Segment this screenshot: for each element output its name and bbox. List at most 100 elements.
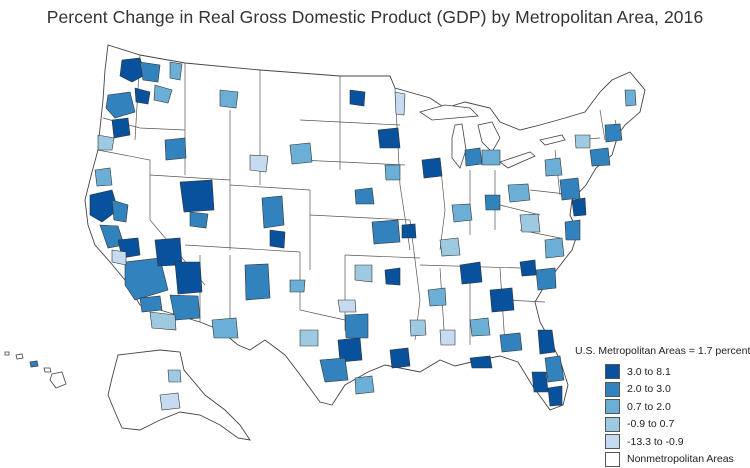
metro-area — [289, 279, 306, 293]
legend-items: 3.0 to 8.1 2.0 to 3.0 0.7 to 2.0 -0.9 to… — [575, 363, 750, 468]
metro-area — [439, 329, 456, 346]
metro-area — [97, 134, 115, 151]
metro-area — [489, 287, 515, 313]
metro-area — [394, 91, 406, 116]
legend-item: 3.0 to 8.1 — [575, 363, 750, 381]
metro-area — [319, 357, 349, 383]
metro-area — [401, 223, 417, 239]
metro-area — [344, 313, 369, 339]
legend-label: 2.0 to 3.0 — [627, 383, 671, 396]
metro-area — [409, 319, 427, 337]
metro-area — [94, 167, 113, 187]
metro-area — [105, 91, 136, 119]
metro-area — [589, 147, 611, 167]
metro-area — [384, 164, 401, 181]
metro-area — [139, 295, 163, 313]
legend-item: 0.7 to 2.0 — [575, 398, 750, 416]
legend-label: 3.0 to 8.1 — [627, 365, 671, 378]
metro-area — [547, 385, 563, 407]
metro-area — [519, 259, 537, 277]
metro-area-alaska — [159, 392, 181, 411]
metro-area — [289, 142, 313, 165]
lake-michigan — [451, 123, 467, 169]
metro-area — [537, 329, 556, 355]
metro-area — [139, 61, 161, 83]
legend-item: Nonmetropolitan Areas — [575, 451, 750, 468]
lake-huron — [477, 121, 501, 153]
metro-area — [354, 375, 375, 395]
great-lakes — [419, 104, 566, 169]
metro-area — [249, 154, 269, 173]
legend-label: -0.9 to 0.7 — [627, 418, 675, 431]
metro-area — [164, 137, 187, 161]
legend-swatch — [605, 381, 620, 397]
metro-area — [169, 61, 183, 81]
metro-area — [571, 197, 587, 217]
metro-area — [269, 229, 286, 249]
metro-area — [427, 287, 447, 307]
map-title: Percent Change in Real Gross Domestic Pr… — [46, 7, 704, 27]
metro-area — [244, 263, 271, 301]
legend-item: -0.9 to 0.7 — [575, 416, 750, 434]
metro-area — [337, 337, 363, 363]
metro-area — [371, 219, 401, 245]
metro-area — [377, 127, 401, 149]
metro-area — [481, 149, 501, 166]
metro-area — [469, 355, 493, 369]
metro-area — [354, 187, 375, 205]
metro-area — [219, 89, 239, 109]
metro-area — [559, 177, 581, 201]
legend-item: 2.0 to 3.0 — [575, 381, 750, 399]
metro-areas — [89, 57, 637, 407]
legend: U.S. Metropolitan Areas = 1.7 percent 3.… — [575, 345, 750, 468]
metro-area — [439, 237, 461, 257]
metro-area — [354, 264, 373, 283]
metro-area — [179, 179, 215, 213]
metro-area — [544, 237, 565, 259]
metro-area — [111, 249, 127, 266]
metro-area — [564, 219, 581, 241]
metro-area — [451, 203, 473, 223]
metro-area — [119, 57, 146, 83]
lake-ontario — [539, 134, 566, 146]
metro-area — [261, 195, 285, 229]
metro-area-alaska — [167, 369, 182, 383]
metro-area — [337, 299, 357, 313]
legend-swatch — [605, 451, 620, 467]
lake-erie — [499, 151, 536, 169]
legend-swatch — [605, 434, 620, 450]
metro-area — [384, 267, 401, 286]
metro-area — [89, 189, 119, 223]
metro-area — [153, 84, 173, 104]
legend-title: U.S. Metropolitan Areas = 1.7 percent — [575, 345, 750, 357]
state-borders — [97, 54, 621, 346]
metro-area — [299, 329, 319, 347]
hawaii — [4, 351, 67, 389]
metro-area — [169, 294, 201, 321]
metro-area — [211, 317, 239, 339]
legend-label: 0.7 to 2.0 — [627, 400, 671, 413]
metro-area — [149, 311, 177, 331]
metro-area — [389, 347, 411, 369]
alaska-outline — [107, 349, 251, 441]
legend-item: -13.3 to -0.9 — [575, 433, 750, 451]
metro-area — [484, 194, 501, 211]
metro-area — [574, 134, 591, 149]
legend-swatch — [605, 364, 620, 380]
metro-area — [124, 257, 169, 301]
lake-superior — [419, 104, 479, 121]
metro-area — [189, 211, 209, 229]
metro-area — [421, 157, 443, 179]
metro-area — [174, 261, 203, 295]
metro-area — [499, 332, 523, 353]
legend-swatch — [605, 416, 620, 432]
metro-area — [531, 371, 549, 393]
metro-area — [469, 317, 491, 337]
metro-area — [134, 87, 151, 105]
legend-label: -13.3 to -0.9 — [627, 435, 684, 448]
metro-area — [519, 213, 541, 233]
metro-area — [459, 261, 483, 285]
metro-area — [544, 355, 565, 383]
